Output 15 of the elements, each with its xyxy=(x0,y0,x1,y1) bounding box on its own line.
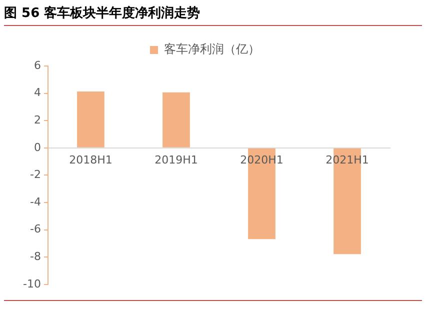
bar xyxy=(162,92,190,148)
y-tick-label: -8 xyxy=(30,250,41,263)
y-tick-label: 2 xyxy=(34,113,41,126)
y-tick-label: -10 xyxy=(23,277,41,290)
y-tick-label: 6 xyxy=(34,58,41,72)
y-tick-label: -6 xyxy=(30,222,41,236)
y-tick-label: 4 xyxy=(34,86,41,100)
legend-label: 客车净利润（亿） xyxy=(164,42,260,56)
y-tick-label: -2 xyxy=(30,168,41,182)
y-tick-label: 0 xyxy=(34,140,41,154)
x-tick-label: 2019H1 xyxy=(154,153,198,166)
bar xyxy=(77,92,104,148)
chart-title: 图 56 客车板块半年度净利润走势 xyxy=(4,4,422,26)
y-tick-label: -4 xyxy=(30,195,41,208)
x-tick-label: 2018H1 xyxy=(69,153,112,166)
